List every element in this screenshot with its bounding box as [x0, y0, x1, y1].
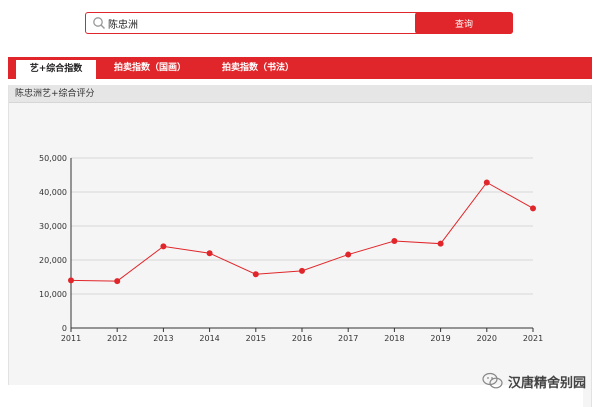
search-icon: [93, 17, 105, 29]
tab-auction-index-calligraphy[interactable]: 拍卖指数（书法）: [221, 63, 294, 73]
watermark: 汉唐精舍别园: [482, 370, 586, 392]
x-tick-label: 2013: [153, 334, 173, 343]
data-point: [437, 240, 444, 247]
y-tick-label: 50,000: [39, 154, 67, 163]
data-point: [160, 243, 167, 250]
panel-title: 陈忠洲艺+综合评分: [9, 85, 591, 103]
data-point: [252, 271, 259, 278]
data-point: [114, 278, 121, 285]
tab-bar: 艺+综合指数 拍卖指数（国画） 拍卖指数（书法）: [8, 57, 592, 79]
y-tick-label: 10,000: [39, 290, 67, 299]
search-button[interactable]: 查询: [415, 12, 513, 34]
y-tick-label: 40,000: [39, 188, 67, 197]
x-tick-label: 2014: [199, 334, 219, 343]
search-input[interactable]: [108, 14, 408, 32]
tab-composite-index[interactable]: 艺+综合指数: [16, 60, 96, 79]
data-point: [299, 267, 305, 274]
line-chart: 0 10,000 20,000 30,000 40,000 50,000 2011 2012 2…: [39, 154, 543, 343]
watermark-text: 汉唐精舍别园: [507, 375, 586, 391]
x-tick-label: 2020: [477, 334, 497, 343]
x-tick-label: 2016: [292, 334, 312, 343]
x-tick-label: 2021: [523, 334, 543, 343]
series-line: [70, 181, 534, 282]
wechat-icon: [482, 372, 503, 389]
y-tick-label: 20,000: [39, 256, 67, 265]
data-point: [206, 250, 213, 257]
x-tick-label: 2015: [246, 334, 266, 343]
chart-panel: 陈忠洲艺+综合评分 0 10,000 20,000 30,000 40,000 50,00…: [8, 85, 592, 407]
data-point: [530, 205, 536, 212]
tab-auction-index-painting[interactable]: 拍卖指数（国画）: [113, 63, 186, 73]
data-point: [345, 251, 352, 258]
x-tick-label: 2017: [338, 334, 358, 343]
x-tick-label: 2018: [384, 334, 404, 343]
data-point: [391, 237, 398, 244]
panel-footer: [1, 385, 583, 407]
search-bar: 查询: [85, 12, 513, 34]
x-tick-label: 2012: [107, 334, 127, 343]
y-tick-label: 30,000: [39, 222, 67, 231]
x-tick-label: 2019: [430, 334, 450, 343]
data-point: [483, 179, 490, 186]
x-tick-label: 2011: [61, 334, 81, 343]
y-tick-label: 0: [62, 324, 67, 333]
data-point: [68, 277, 74, 284]
